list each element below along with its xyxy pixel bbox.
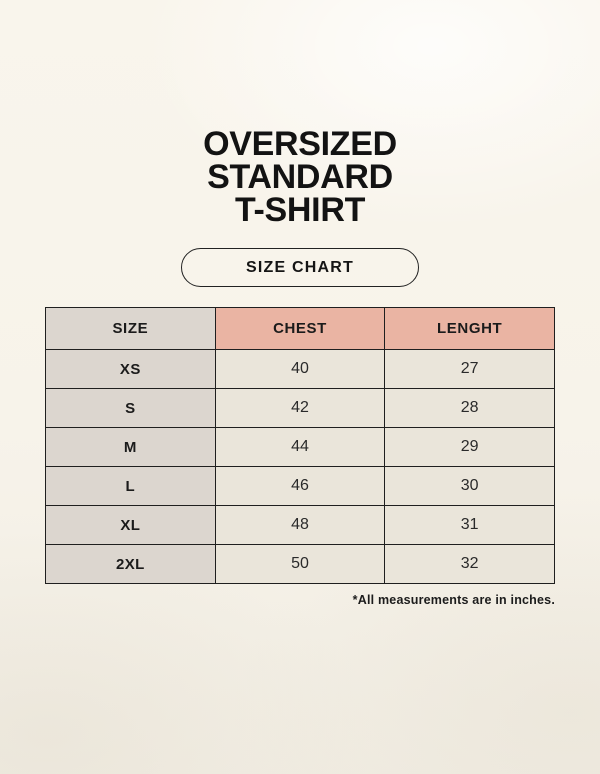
chest-cell: 42 [214,388,386,428]
table-row-xs: XS 40 27 [45,349,555,389]
chest-cell: 50 [214,544,386,584]
page-title: OVERSIZED STANDARD T-SHIRT [0,0,600,227]
chest-cell: 44 [214,427,386,467]
table-row-s: S 42 28 [45,388,555,428]
title-line-3: T-SHIRT [234,191,366,229]
table-row-2xl: 2XL 50 32 [45,544,555,584]
length-cell: 27 [384,349,555,389]
table-row-xl: XL 48 31 [45,505,555,545]
title-line-1: OVERSIZED [203,125,397,163]
size-cell: XL [45,505,216,545]
column-header-size: SIZE [45,307,216,350]
size-cell: XS [45,349,216,389]
table-header-row: SIZE CHEST LENGHT [45,307,555,350]
size-chart-table: SIZE CHEST LENGHT XS 40 27 S 42 28 M 44 … [45,307,555,584]
length-cell: 30 [384,466,555,506]
size-cell: 2XL [45,544,216,584]
size-cell: M [45,427,216,467]
size-chart-badge: SIZE CHART [181,248,419,287]
table-row-m: M 44 29 [45,427,555,467]
measurements-note: *All measurements are in inches. [352,593,555,607]
size-chart-badge-label: SIZE CHART [246,258,354,276]
chest-cell: 48 [214,505,386,545]
column-header-chest: CHEST [214,307,386,350]
table-row-l: L 46 30 [45,466,555,506]
size-cell: L [45,466,216,506]
length-cell: 28 [384,388,555,428]
title-line-2: STANDARD [207,158,393,196]
length-cell: 32 [384,544,555,584]
chest-cell: 46 [214,466,386,506]
column-header-length: LENGHT [384,307,555,350]
chest-cell: 40 [214,349,386,389]
length-cell: 31 [384,505,555,545]
size-cell: S [45,388,216,428]
length-cell: 29 [384,427,555,467]
